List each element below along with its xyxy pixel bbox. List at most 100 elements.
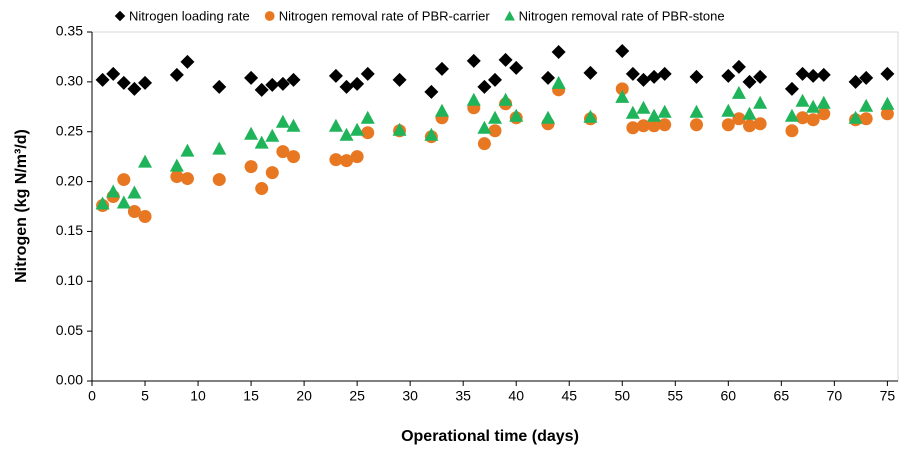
point (689, 104, 704, 118)
point (880, 107, 894, 121)
legend-marker (504, 10, 515, 21)
point (477, 120, 492, 134)
point (647, 108, 662, 122)
point (753, 95, 768, 109)
point (731, 85, 746, 99)
point (466, 92, 481, 106)
point (541, 110, 556, 124)
point (817, 107, 831, 121)
point (255, 182, 269, 196)
point (180, 143, 195, 157)
point (116, 75, 131, 90)
point (254, 82, 269, 97)
point (138, 154, 153, 168)
point (275, 76, 290, 91)
point (498, 52, 513, 67)
point (328, 68, 343, 83)
point (784, 108, 799, 122)
y-tick-label: 0.30 (56, 73, 83, 89)
y-tick-label: 0.25 (56, 122, 83, 138)
point (392, 122, 407, 136)
point (636, 72, 651, 87)
y-tick-label: 0.10 (56, 272, 83, 288)
point (615, 82, 629, 96)
point (169, 158, 184, 172)
point (583, 109, 598, 123)
point (360, 110, 375, 124)
point (265, 128, 280, 142)
point (626, 121, 640, 135)
point (859, 112, 873, 126)
point (275, 114, 290, 128)
x-tick-label: 50 (614, 388, 630, 404)
point (276, 145, 290, 159)
point (658, 118, 672, 132)
point (340, 154, 354, 168)
point (329, 153, 343, 167)
point (509, 108, 524, 122)
point (477, 79, 492, 94)
point (636, 119, 650, 133)
point (848, 110, 863, 124)
point (625, 66, 640, 81)
y-tick-label: 0.35 (56, 23, 83, 39)
point (244, 160, 258, 174)
x-tick-label: 25 (349, 388, 365, 404)
point (796, 111, 810, 125)
y-tick-label: 0.05 (56, 322, 83, 338)
point (170, 170, 184, 184)
point (287, 150, 300, 164)
point (509, 60, 524, 75)
x-tick-label: 10 (190, 388, 206, 404)
y-tick-label: 0.00 (56, 372, 83, 388)
point (731, 59, 746, 74)
point (424, 84, 439, 99)
legend-text: Nitrogen removal rate of PBR-carrier (279, 8, 491, 23)
point (795, 66, 810, 81)
point (360, 66, 375, 81)
point (127, 204, 141, 218)
point (721, 118, 735, 132)
point (286, 118, 301, 132)
point (795, 93, 810, 107)
point (615, 89, 630, 103)
x-tick-label: 40 (508, 388, 524, 404)
point (169, 67, 184, 82)
point (488, 72, 502, 87)
point (244, 126, 259, 140)
point (106, 66, 121, 81)
point (434, 61, 449, 76)
x-tick-label: 15 (243, 388, 259, 404)
x-tick-label: 60 (721, 388, 737, 404)
point (488, 124, 502, 138)
point (647, 119, 661, 133)
point (583, 65, 598, 80)
point (328, 118, 343, 132)
point (138, 209, 152, 223)
point (392, 72, 407, 87)
point (434, 103, 449, 117)
point (816, 95, 831, 109)
point (339, 79, 354, 94)
point (212, 141, 227, 155)
x-tick-label: 65 (774, 388, 790, 404)
point (488, 110, 502, 124)
point (106, 184, 121, 198)
point (880, 96, 895, 110)
point (244, 70, 259, 85)
point (806, 99, 821, 113)
point (350, 76, 365, 91)
point (806, 68, 821, 83)
point (116, 195, 131, 209)
y-tick-label: 0.15 (56, 222, 83, 238)
point (721, 68, 736, 83)
point (753, 117, 767, 131)
point (350, 150, 364, 164)
x-tick-label: 0 (88, 388, 96, 404)
x-tick-label: 55 (668, 388, 684, 404)
point (180, 54, 195, 69)
point (859, 98, 874, 112)
point (265, 77, 280, 92)
point (551, 75, 566, 89)
legend-text: Nitrogen removal rate of PBR-stone (519, 8, 725, 23)
